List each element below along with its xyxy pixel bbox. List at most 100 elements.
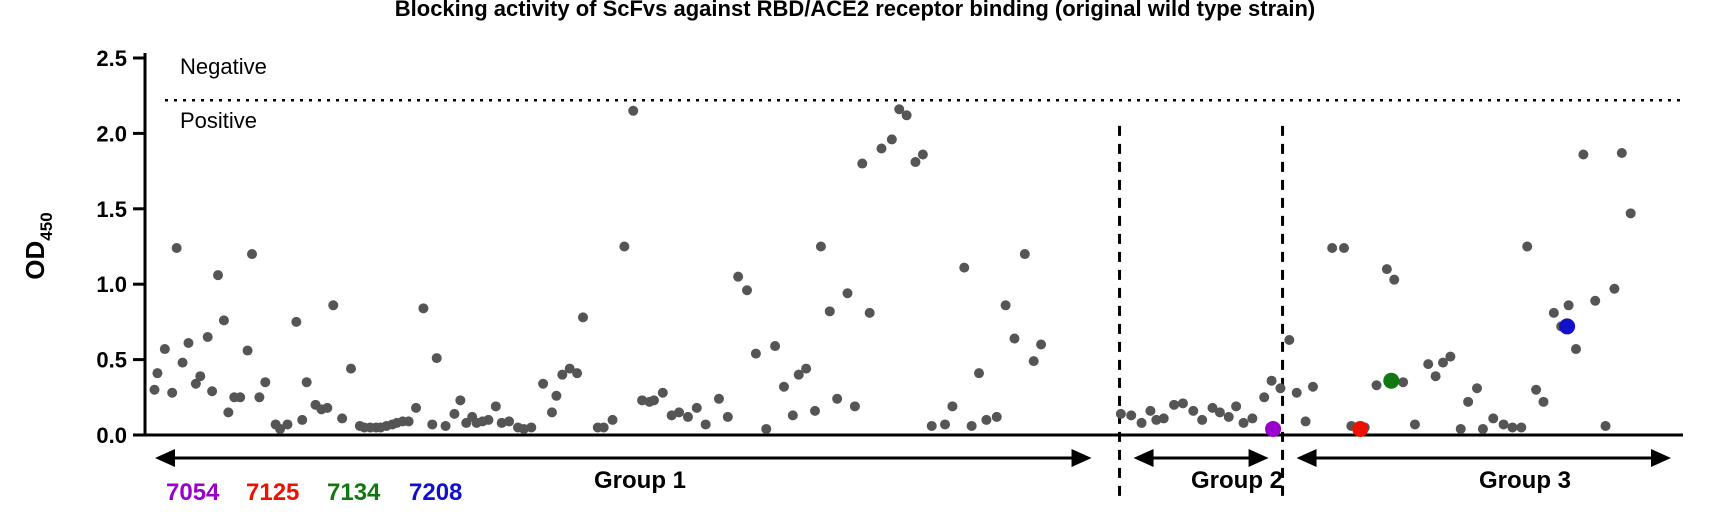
- data-point: [691, 402, 702, 413]
- data-point: [1438, 357, 1449, 368]
- data-point: [981, 414, 992, 425]
- data-point: [564, 363, 575, 374]
- data-point: [1463, 396, 1474, 407]
- data-point: [657, 387, 668, 398]
- data-point: [328, 300, 339, 311]
- data-point: [1036, 339, 1047, 350]
- data-point: [876, 143, 887, 154]
- data-point: [1238, 417, 1249, 428]
- data-point: [713, 393, 724, 404]
- data-point: [824, 306, 835, 317]
- data-point: [440, 420, 451, 431]
- data-point: [842, 288, 853, 299]
- data-point: [167, 387, 178, 398]
- data-point: [1609, 283, 1620, 294]
- data-point: [793, 369, 804, 380]
- data-point: [223, 407, 234, 418]
- legend-label-7208: 7208: [409, 479, 462, 506]
- y-tick-label: 0.0: [96, 423, 127, 448]
- data-point: [1531, 384, 1542, 395]
- positive-label: Positive: [180, 108, 257, 133]
- data-point: [1231, 401, 1242, 412]
- data-point: [1570, 344, 1581, 355]
- data-point: [628, 105, 639, 116]
- data-point: [809, 405, 820, 416]
- data-point: [1548, 307, 1559, 318]
- data-point: [901, 110, 912, 121]
- data-point: [1455, 423, 1466, 434]
- y-tick-label: 0.5: [96, 348, 127, 373]
- data-point: [1409, 419, 1420, 430]
- data-point: [572, 368, 583, 379]
- chart-title: Blocking activity of ScFvs against RBD/A…: [395, 0, 1316, 21]
- data-point: [449, 408, 460, 419]
- data-point: [1488, 413, 1499, 424]
- data-point: [1188, 405, 1199, 416]
- data-point: [1600, 420, 1611, 431]
- data-point: [260, 377, 271, 388]
- data-point: [1625, 208, 1636, 219]
- data-point: [1145, 405, 1156, 416]
- data-point: [1498, 419, 1509, 430]
- data-point: [247, 249, 258, 260]
- group-label: Group 2: [1191, 467, 1283, 494]
- data-point: [431, 353, 442, 364]
- data-point: [275, 423, 286, 434]
- highlighted-points: [1265, 318, 1576, 437]
- data-point: [322, 402, 333, 413]
- data-point: [190, 378, 201, 389]
- arrow-head-right: [1248, 449, 1269, 467]
- data-point: [538, 378, 549, 389]
- data-point: [1471, 383, 1482, 394]
- group-label: Group 3: [1479, 467, 1571, 494]
- data-point: [1000, 300, 1011, 311]
- data-point: [959, 262, 970, 273]
- data-point: [1300, 416, 1311, 427]
- data-point: [149, 384, 160, 395]
- data-point: [546, 407, 557, 418]
- data-point: [1430, 371, 1441, 382]
- highlight-point-7125: [1352, 420, 1369, 437]
- data-point: [1284, 334, 1295, 345]
- group-arrows: Group 1 Group 2 Group 3: [155, 449, 1671, 494]
- y-tick-label: 1.0: [96, 272, 127, 297]
- y-axis-ticks: 0.0 0.5 1.0 1.5 2.0 2.5: [96, 46, 145, 448]
- data-point: [770, 341, 781, 352]
- data-point: [607, 414, 618, 425]
- group-dividers: [1118, 125, 1285, 500]
- data-point: [917, 149, 928, 160]
- data-point: [815, 241, 826, 252]
- y-tick-label: 1.5: [96, 197, 127, 222]
- data-point: [526, 422, 537, 433]
- y-tick-label: 2.5: [96, 46, 127, 71]
- data-point: [1214, 407, 1225, 418]
- data-point: [832, 393, 843, 404]
- data-point: [1381, 264, 1392, 275]
- data-point: [1538, 396, 1549, 407]
- data-point: [926, 420, 937, 431]
- data-point: [455, 395, 466, 406]
- arrow-head-right: [1071, 449, 1092, 467]
- data-point: [778, 381, 789, 392]
- data-point: [1115, 408, 1126, 419]
- data-point: [682, 411, 693, 422]
- data-point: [195, 371, 206, 382]
- data-point: [1223, 411, 1234, 422]
- data-point: [1398, 377, 1409, 388]
- data-point: [1158, 413, 1169, 424]
- data-point: [152, 368, 163, 379]
- legend: 7054 7125 7134 7208: [166, 479, 462, 506]
- data-point: [1371, 380, 1382, 391]
- data-point: [504, 416, 515, 427]
- data-point: [722, 411, 733, 422]
- data-point: [940, 419, 951, 430]
- y-axis-label: OD450: [20, 212, 56, 279]
- arrow-head-left: [1296, 449, 1317, 467]
- data-point: [159, 344, 170, 355]
- data-point: [301, 377, 312, 388]
- data-point: [1247, 413, 1258, 424]
- data-point: [1136, 417, 1147, 428]
- data-point: [648, 395, 659, 406]
- data-point: [213, 270, 224, 281]
- data-point: [235, 392, 246, 403]
